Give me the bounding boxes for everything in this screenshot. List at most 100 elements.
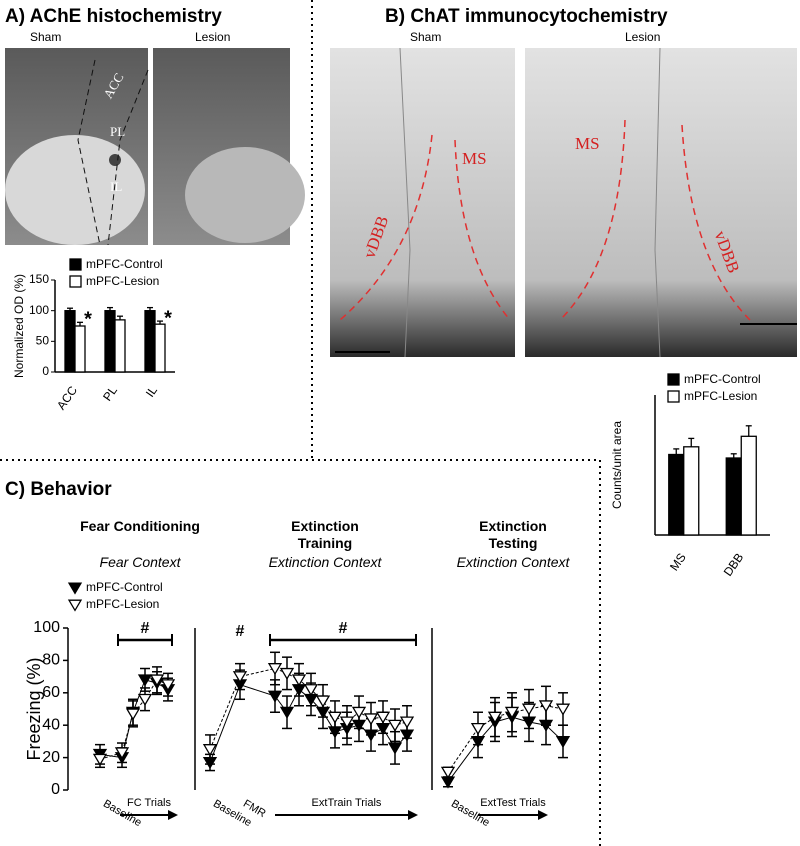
- significance-marker: #: [141, 620, 150, 637]
- point: [125, 708, 141, 721]
- point: [555, 735, 571, 749]
- y-axis-label: Normalized OD (%): [12, 274, 26, 378]
- legend-label: mPFC-Control: [684, 372, 761, 386]
- point: [92, 753, 108, 766]
- y-tick-label: 100: [29, 303, 49, 317]
- y-tick-label: 100: [33, 619, 60, 636]
- bar: [740, 435, 757, 536]
- x-tick-label: PL: [100, 383, 120, 403]
- bar: [104, 310, 116, 373]
- significance-marker: #: [339, 620, 348, 637]
- series-line: [99, 679, 169, 760]
- y-tick-label: 150: [29, 272, 49, 286]
- chart-subtitle: Extinction Context: [456, 554, 570, 570]
- point: [399, 716, 415, 729]
- legend-swatch: [667, 373, 680, 386]
- point: [387, 742, 403, 755]
- point: [267, 663, 283, 676]
- legend-swatch: [69, 258, 82, 271]
- legend-label: mPFC-Lesion: [684, 389, 757, 403]
- point: [160, 679, 176, 692]
- point: [114, 747, 130, 760]
- bar: [144, 310, 156, 373]
- chart-subtitle: Extinction Context: [268, 554, 382, 570]
- panel-title: C) Behavior: [5, 479, 112, 500]
- point: [521, 703, 537, 716]
- point: [387, 719, 403, 732]
- point: [470, 722, 486, 736]
- bar: [683, 446, 700, 536]
- y-tick-label: 50: [36, 334, 50, 348]
- significance-marker: #: [236, 623, 245, 640]
- panel-title: B) ChAT immunocytochemistry: [385, 6, 668, 27]
- chart-subtitle: Fear Context: [99, 554, 181, 570]
- legend-swatch: [667, 390, 680, 403]
- legend-marker: [67, 599, 83, 612]
- legend-swatch: [69, 275, 82, 288]
- legend-label: mPFC-Lesion: [86, 597, 159, 611]
- y-axis-label: Freezing (%): [24, 657, 44, 760]
- point: [137, 674, 153, 687]
- chart-title: Extinction Testing: [479, 518, 547, 551]
- y-tick-label: 20: [42, 749, 60, 766]
- arrow-head: [538, 810, 548, 820]
- x-annotation: ExtTrain Trials: [312, 797, 382, 809]
- point: [291, 674, 307, 687]
- point: [538, 700, 554, 713]
- bar: [64, 310, 76, 373]
- point: [375, 711, 391, 724]
- point: [315, 695, 331, 708]
- arrow-head: [168, 810, 178, 820]
- bar: [74, 325, 86, 373]
- panel-title: A) AChE histochemistry: [5, 6, 222, 27]
- image-label: Lesion: [195, 30, 230, 44]
- x-tick-label: MS: [667, 551, 689, 574]
- legend-label: mPFC-Control: [86, 257, 163, 271]
- x-tick-label: ACC: [54, 383, 80, 412]
- point: [487, 711, 503, 724]
- region-label: PL: [110, 124, 125, 139]
- region-label: MS: [462, 149, 487, 168]
- y-tick-label: 60: [42, 684, 60, 701]
- region-label: MS: [575, 134, 600, 153]
- x-tick-label: IL: [143, 383, 160, 399]
- point: [137, 693, 153, 706]
- image-label: Lesion: [625, 30, 660, 44]
- x-annotation: ExtTest Trials: [480, 797, 546, 809]
- chart-title: Fear Conditioning: [80, 518, 200, 534]
- point: [232, 671, 248, 684]
- micrograph: [330, 47, 797, 358]
- bar: [668, 453, 685, 536]
- point: [267, 690, 283, 703]
- point: [303, 684, 319, 697]
- chart-title: Extinction Training: [291, 518, 359, 551]
- y-axis-label: Counts/unit area: [610, 421, 624, 509]
- legend-marker: [67, 582, 83, 595]
- arrow-head: [408, 810, 418, 820]
- bar: [725, 457, 742, 536]
- point: [440, 766, 456, 779]
- significance-marker: *: [84, 309, 92, 331]
- micrograph: [5, 48, 305, 246]
- point: [339, 716, 355, 729]
- region-label: IL: [110, 179, 122, 194]
- bar: [154, 323, 166, 373]
- legend-label: mPFC-Lesion: [86, 274, 159, 288]
- point: [149, 674, 165, 687]
- point: [279, 706, 295, 719]
- point: [327, 711, 343, 724]
- bar: [114, 319, 126, 373]
- y-tick-label: 0: [51, 781, 60, 798]
- image-label: Sham: [410, 30, 441, 44]
- image-label: Sham: [30, 30, 61, 44]
- y-tick-label: 40: [42, 716, 60, 733]
- point: [555, 703, 571, 716]
- legend-label: mPFC-Control: [86, 580, 163, 594]
- point: [279, 667, 295, 681]
- x-tick-label: DBB: [721, 551, 747, 579]
- x-annotation: FC Trials: [127, 797, 172, 809]
- point: [202, 744, 218, 757]
- significance-marker: *: [164, 307, 172, 329]
